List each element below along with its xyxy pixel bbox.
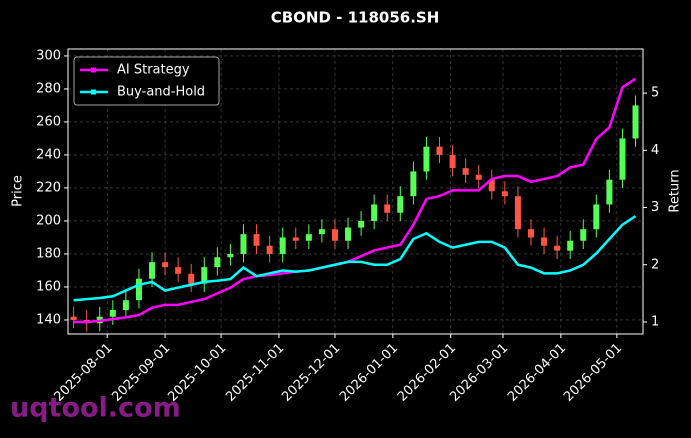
candle-body	[397, 196, 404, 213]
legend-label: AI Strategy	[117, 63, 190, 78]
x-tick-label: 2025-11-01	[223, 341, 287, 405]
series-line	[73, 77, 637, 324]
candle-body	[266, 245, 273, 254]
candle-body	[162, 262, 169, 268]
candle-body	[201, 267, 208, 284]
plot-frame	[67, 48, 644, 335]
candle-body	[358, 220, 365, 228]
candle-body	[384, 204, 391, 213]
legend-label: Buy-and-Hold	[117, 85, 205, 100]
candle-body	[214, 257, 221, 268]
candle-body	[135, 278, 142, 301]
candle-body	[318, 229, 325, 235]
series-line	[73, 215, 637, 302]
y2-tick-label: 5	[651, 86, 659, 101]
candle-body	[188, 273, 195, 284]
candle-body	[279, 237, 286, 254]
candle-body	[567, 240, 574, 251]
y2-tick-label: 1	[651, 314, 659, 329]
candle-body	[149, 262, 156, 279]
y-tick-label: 260	[36, 114, 61, 129]
candle-body	[253, 234, 260, 246]
candle-body	[541, 237, 548, 246]
candle-body	[240, 234, 247, 254]
watermark: uqtool.com	[10, 393, 181, 424]
candle-body	[593, 204, 600, 230]
y2-tick-label: 2	[651, 257, 659, 272]
candle-body	[122, 300, 129, 311]
y-tick-label: 160	[36, 279, 61, 294]
candle-body	[331, 229, 338, 241]
candle-body	[109, 310, 116, 317]
y2-tick-label: 3	[651, 200, 659, 215]
candle-body	[619, 138, 626, 180]
y-axis-label: Price	[11, 175, 26, 207]
y-tick-label: 180	[36, 246, 61, 261]
legend-marker	[91, 89, 96, 95]
candle-body	[305, 234, 312, 241]
candle-body	[70, 316, 77, 320]
y-tick-label: 220	[36, 180, 61, 195]
y2-tick-label: 4	[651, 143, 659, 158]
candle-body	[371, 204, 378, 221]
chart-title: CBOND - 118056.SH	[271, 9, 440, 27]
candle-body	[410, 171, 417, 197]
candle-body	[475, 174, 482, 180]
candle-body	[554, 245, 561, 251]
candle-body	[462, 168, 469, 175]
candle-body	[345, 227, 352, 241]
legend: AI Strategy Buy-and-Hold	[73, 56, 220, 106]
candle-body	[423, 146, 430, 172]
y-tick-label: 280	[36, 81, 61, 96]
candle-body	[175, 267, 182, 274]
candle-body	[580, 229, 587, 241]
y-tick-label: 240	[36, 147, 61, 162]
candle-body	[227, 253, 234, 258]
candle-body	[292, 237, 299, 241]
x-tick-label: 2025-12-01	[279, 341, 343, 405]
candle-body	[488, 179, 495, 192]
y2-axis-label: Return	[668, 169, 683, 212]
candle-body	[527, 229, 534, 238]
legend-box	[73, 56, 220, 106]
y-tick-label: 300	[36, 48, 61, 63]
y-tick-label: 200	[36, 213, 61, 228]
candle-body	[514, 196, 521, 230]
candle-body	[632, 105, 639, 139]
candle-body	[436, 146, 443, 155]
x-tick-label: 2026-04-01	[505, 341, 569, 405]
x-tick-label: 2026-01-01	[337, 341, 401, 405]
x-tick-label: 2026-05-01	[561, 341, 625, 405]
candle-body	[501, 191, 508, 197]
legend-marker	[91, 67, 96, 73]
candle-body	[449, 154, 456, 169]
y-tick-label: 140	[36, 312, 61, 327]
candle-body	[606, 179, 613, 205]
